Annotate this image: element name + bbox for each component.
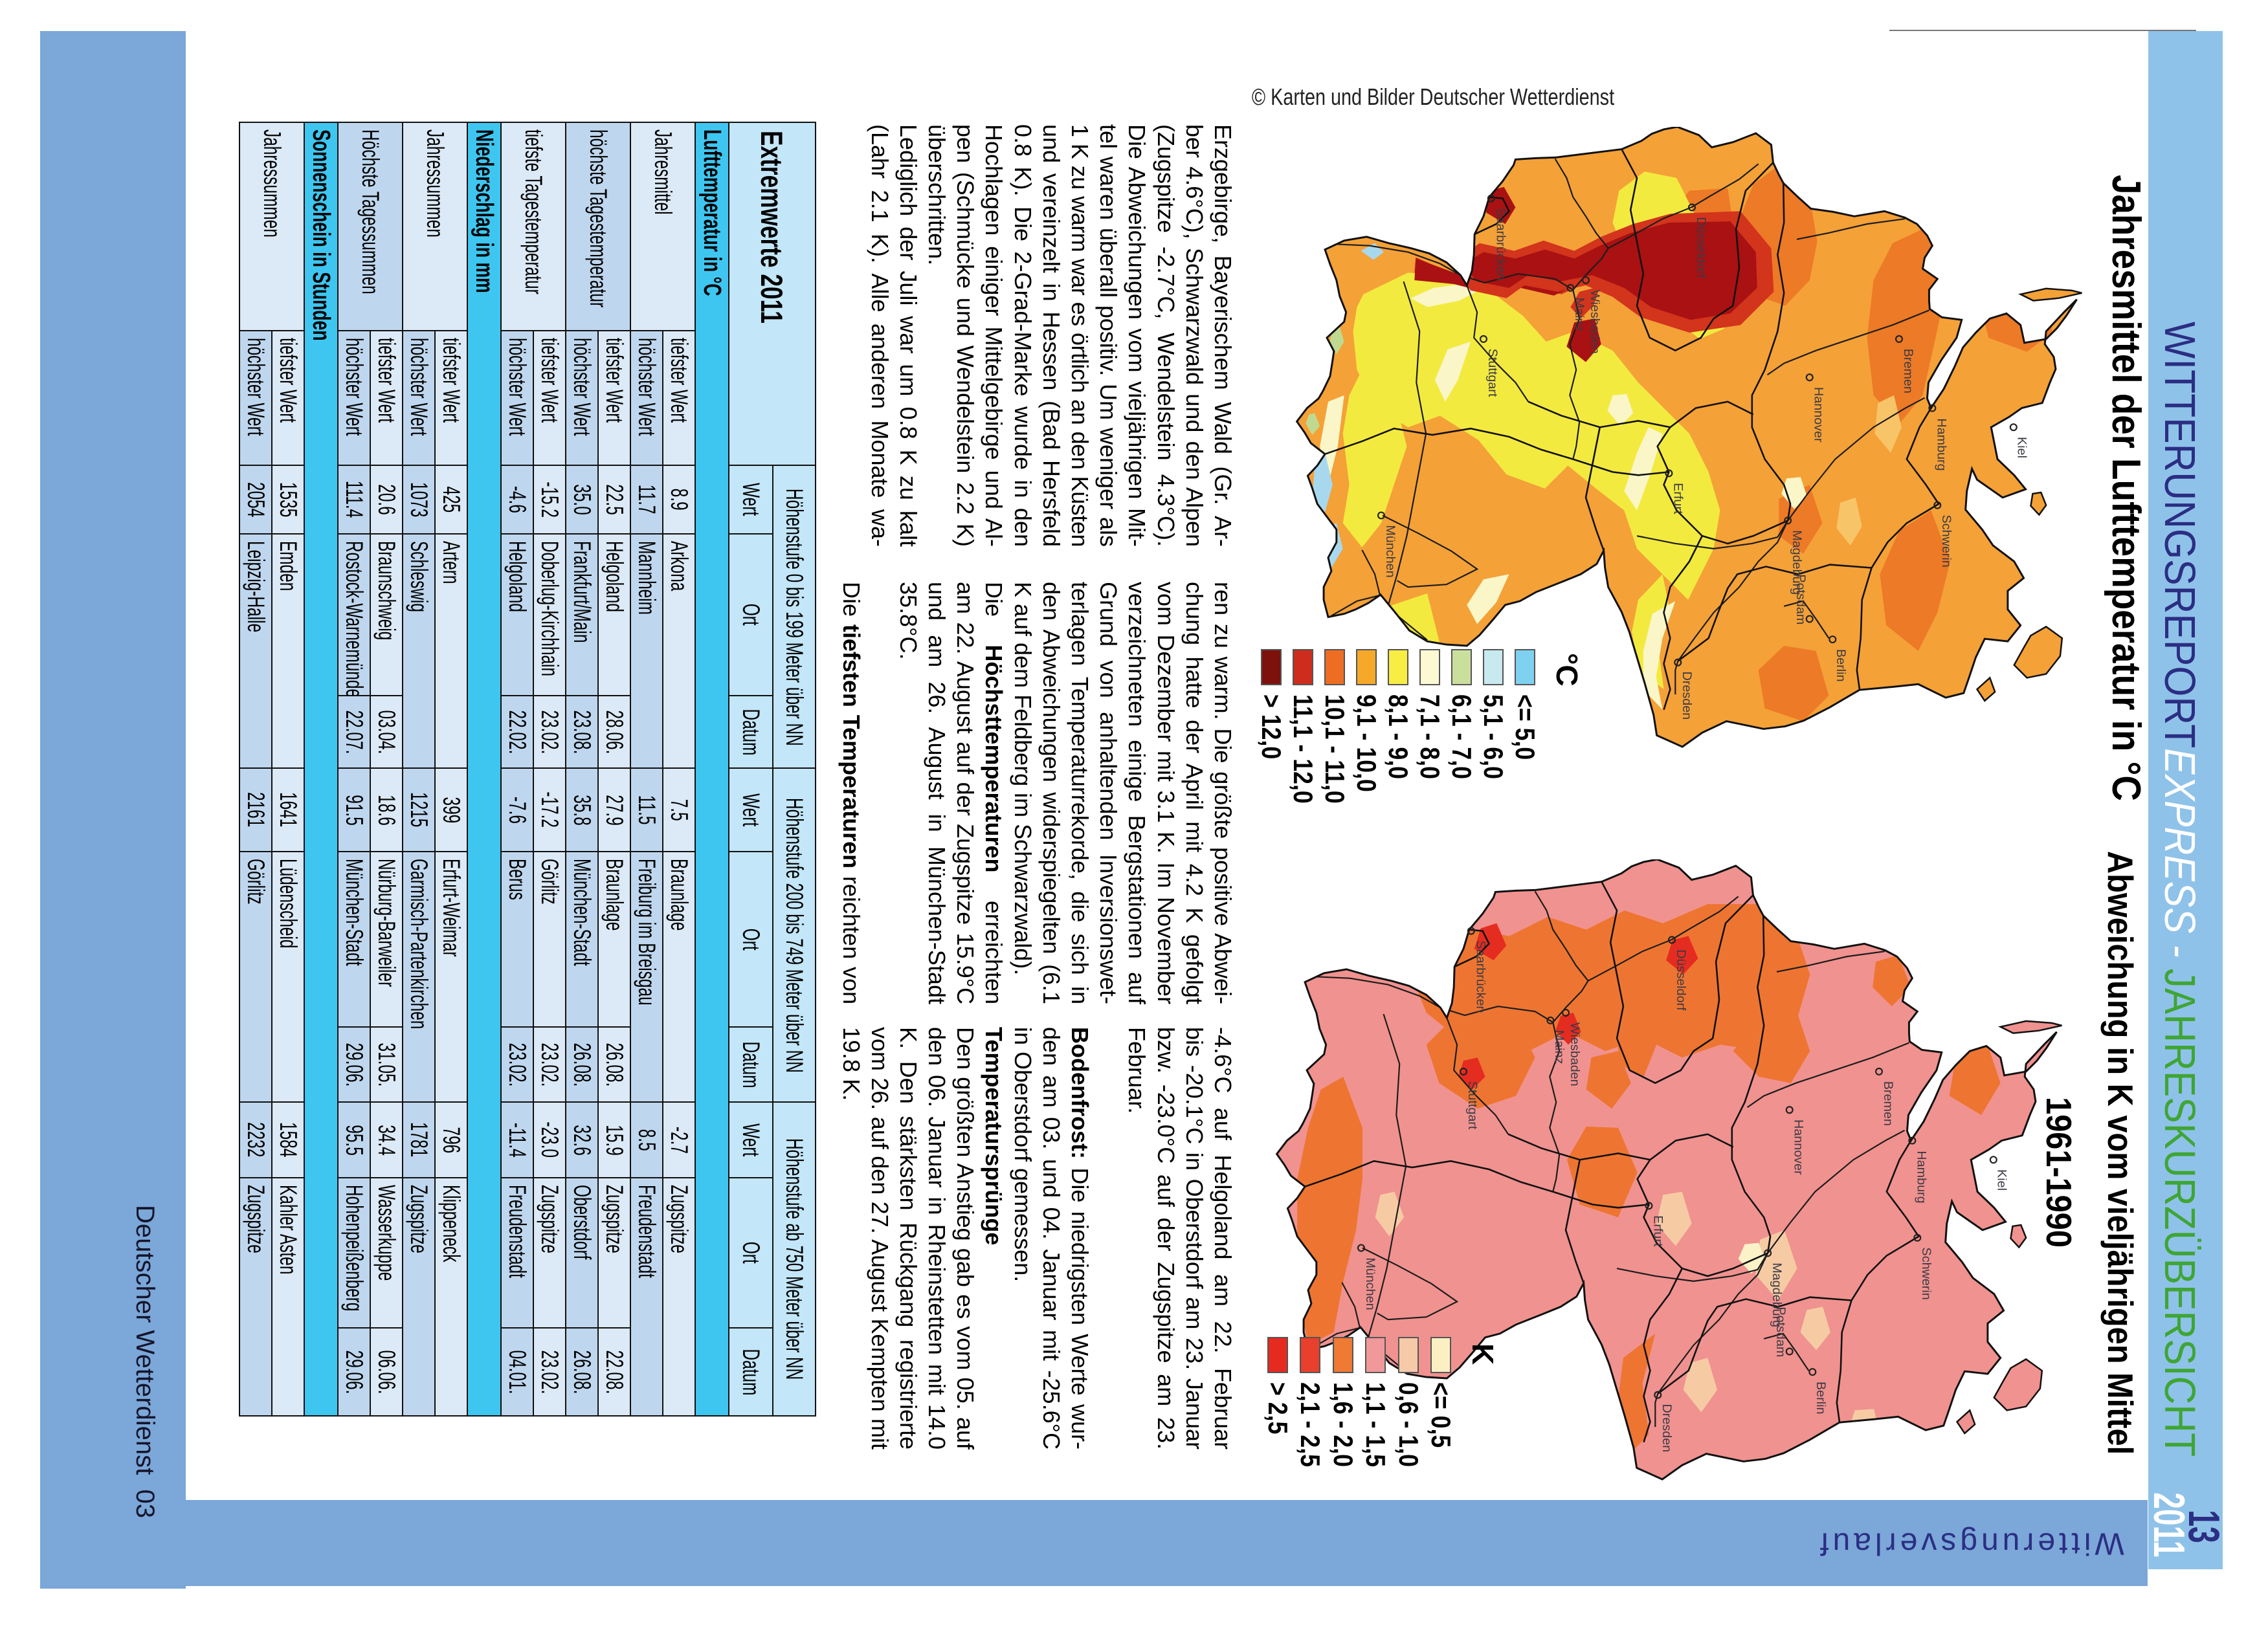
svg-text:Dresden: Dresden bbox=[1680, 672, 1694, 720]
svg-text:Stuttgart: Stuttgart bbox=[1465, 1081, 1480, 1130]
svg-text:Erfurt: Erfurt bbox=[1671, 483, 1685, 514]
svg-text:Erfurt: Erfurt bbox=[1651, 1215, 1665, 1247]
svg-text:Mainz: Mainz bbox=[1572, 298, 1586, 332]
svg-text:Wiesbaden: Wiesbaden bbox=[1568, 1022, 1582, 1086]
svg-text:Schwerin: Schwerin bbox=[1919, 1248, 1933, 1300]
svg-text:Hamburg: Hamburg bbox=[1914, 1151, 1928, 1203]
svg-text:Bremen: Bremen bbox=[1901, 349, 1915, 393]
svg-text:Hannover: Hannover bbox=[1812, 387, 1826, 443]
svg-text:Düsseldorf: Düsseldorf bbox=[1694, 217, 1708, 278]
svg-text:Kiel: Kiel bbox=[2015, 437, 2029, 458]
svg-text:Hannover: Hannover bbox=[1792, 1119, 1806, 1175]
svg-text:München: München bbox=[1383, 525, 1397, 577]
svg-text:Potsdam: Potsdam bbox=[1794, 574, 1808, 624]
svg-text:Kiel: Kiel bbox=[1995, 1169, 2009, 1191]
svg-text:Stuttgart: Stuttgart bbox=[1485, 349, 1500, 397]
svg-text:Hamburg: Hamburg bbox=[1934, 418, 1948, 470]
svg-text:Potsdam: Potsdam bbox=[1773, 1307, 1788, 1357]
svg-text:Saarbrücken: Saarbrücken bbox=[1474, 940, 1488, 1013]
svg-text:Magdeburg: Magdeburg bbox=[1790, 530, 1804, 595]
svg-text:Magdeburg: Magdeburg bbox=[1770, 1263, 1784, 1327]
svg-text:Wiesbaden: Wiesbaden bbox=[1588, 290, 1602, 354]
svg-text:Berlin: Berlin bbox=[1814, 1382, 1828, 1415]
svg-text:München: München bbox=[1363, 1257, 1377, 1310]
svg-text:Bremen: Bremen bbox=[1881, 1081, 1895, 1126]
svg-text:Saarbrücken: Saarbrücken bbox=[1494, 208, 1508, 280]
svg-text:Dresden: Dresden bbox=[1660, 1404, 1674, 1453]
svg-text:Schwerin: Schwerin bbox=[1939, 515, 1953, 568]
svg-text:Berlin: Berlin bbox=[1834, 649, 1848, 681]
svg-text:Düsseldorf: Düsseldorf bbox=[1674, 949, 1688, 1011]
svg-text:Mainz: Mainz bbox=[1552, 1030, 1566, 1064]
